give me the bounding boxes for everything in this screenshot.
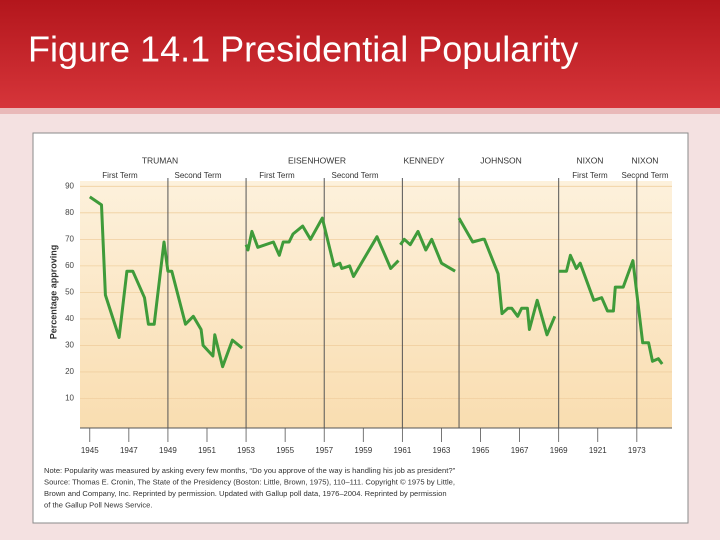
x-tick-label: 1951 xyxy=(198,446,216,455)
x-tick-label: 1969 xyxy=(550,446,568,455)
x-tick-label: 1967 xyxy=(511,446,529,455)
approval-line xyxy=(244,216,400,278)
y-tick-label: 20 xyxy=(65,367,74,376)
x-tick-label: 1961 xyxy=(393,446,411,455)
header-rule xyxy=(0,108,720,114)
term-label: First Term xyxy=(102,171,138,180)
x-tick-label: 1957 xyxy=(315,446,333,455)
source-note: Source: Thomas E. Cronin, The State of t… xyxy=(44,478,455,487)
slide-title: Figure 14.1 Presidential Popularity xyxy=(28,29,578,70)
y-tick-label: 30 xyxy=(65,341,74,350)
y-tick-label: 60 xyxy=(65,261,74,270)
approval-line xyxy=(558,253,664,365)
y-axis-label: Percentage approving xyxy=(48,245,58,340)
term-label: Second Term xyxy=(622,171,669,180)
y-tick-label: 40 xyxy=(65,314,74,323)
source-note: of the Gallup Poll News Service. xyxy=(44,501,152,510)
x-tick-label: 1973 xyxy=(628,446,646,455)
plot-area xyxy=(80,181,672,428)
header-band xyxy=(0,0,720,108)
president-label: KENNEDY xyxy=(403,155,444,165)
y-tick-label: 10 xyxy=(65,394,74,403)
term-label: First Term xyxy=(259,171,295,180)
president-label: NIXON xyxy=(632,155,659,165)
term-label: Second Term xyxy=(332,171,379,180)
approval-line xyxy=(88,195,244,369)
y-tick-label: 90 xyxy=(65,181,74,190)
president-label: TRUMAN xyxy=(142,155,178,165)
x-tick-label: 1963 xyxy=(433,446,451,455)
x-tick-label: 1921 xyxy=(589,446,607,455)
president-label: JOHNSON xyxy=(480,155,522,165)
x-tick-label: 1947 xyxy=(120,446,138,455)
term-label: Second Term xyxy=(175,171,222,180)
approval-line xyxy=(457,217,557,337)
president-label: NIXON xyxy=(577,155,604,165)
x-tick-label: 1965 xyxy=(472,446,490,455)
approval-line xyxy=(399,229,456,273)
y-tick-label: 50 xyxy=(65,288,74,297)
x-tick-label: 1953 xyxy=(237,446,255,455)
y-tick-label: 80 xyxy=(65,208,74,217)
term-label: First Term xyxy=(572,171,608,180)
president-label: EISENHOWER xyxy=(288,155,346,165)
x-tick-label: 1955 xyxy=(276,446,294,455)
x-tick-label: 1949 xyxy=(159,446,177,455)
x-tick-label: 1959 xyxy=(354,446,372,455)
source-note: Note: Popularity was measured by asking … xyxy=(44,466,456,475)
x-tick-label: 1945 xyxy=(81,446,99,455)
y-tick-label: 70 xyxy=(65,234,74,243)
source-note: Brown and Company, Inc. Reprinted by per… xyxy=(44,489,447,498)
